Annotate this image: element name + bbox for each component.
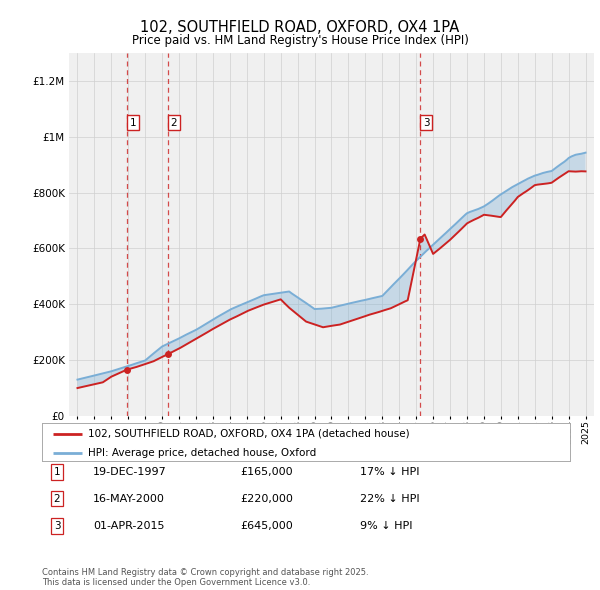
Text: £220,000: £220,000 (240, 494, 293, 503)
Text: 102, SOUTHFIELD ROAD, OXFORD, OX4 1PA: 102, SOUTHFIELD ROAD, OXFORD, OX4 1PA (140, 20, 460, 35)
Text: Price paid vs. HM Land Registry's House Price Index (HPI): Price paid vs. HM Land Registry's House … (131, 34, 469, 47)
Text: 3: 3 (423, 118, 430, 128)
Text: 1: 1 (53, 467, 61, 477)
Text: 16-MAY-2000: 16-MAY-2000 (93, 494, 165, 503)
Text: 2: 2 (170, 118, 177, 128)
Text: 01-APR-2015: 01-APR-2015 (93, 522, 164, 531)
Text: 102, SOUTHFIELD ROAD, OXFORD, OX4 1PA (detached house): 102, SOUTHFIELD ROAD, OXFORD, OX4 1PA (d… (88, 429, 410, 439)
Text: 17% ↓ HPI: 17% ↓ HPI (360, 467, 419, 477)
Text: 22% ↓ HPI: 22% ↓ HPI (360, 494, 419, 503)
Text: 9% ↓ HPI: 9% ↓ HPI (360, 522, 413, 531)
Text: HPI: Average price, detached house, Oxford: HPI: Average price, detached house, Oxfo… (88, 448, 317, 458)
Text: 1: 1 (130, 118, 136, 128)
Text: £165,000: £165,000 (240, 467, 293, 477)
Text: 3: 3 (53, 522, 61, 531)
Text: 2: 2 (53, 494, 61, 503)
Text: Contains HM Land Registry data © Crown copyright and database right 2025.
This d: Contains HM Land Registry data © Crown c… (42, 568, 368, 587)
Text: £645,000: £645,000 (240, 522, 293, 531)
Text: 19-DEC-1997: 19-DEC-1997 (93, 467, 167, 477)
